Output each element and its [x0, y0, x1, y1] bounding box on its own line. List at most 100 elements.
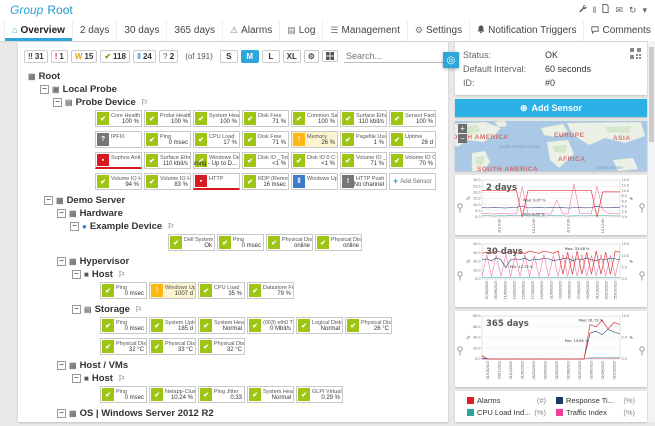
sensor-box-system-health[interactable]: ✔System HealthNormal	[247, 386, 294, 403]
flag-icon[interactable]: ⚐	[140, 98, 148, 107]
expand-toggle[interactable]: −	[57, 409, 66, 418]
tab-overview[interactable]: ⌂ Overview	[4, 20, 72, 41]
tree-node-storage[interactable]: − ▤ Storage ⚐	[72, 303, 448, 316]
wrench-icon[interactable]	[578, 4, 587, 15]
scrollbar-thumb[interactable]	[649, 47, 654, 142]
sensor-box-system-uptime[interactable]: ✔System Uptime185 d	[149, 317, 196, 334]
flag-icon[interactable]: ⚐	[167, 222, 175, 231]
sensor-box-dell-system-he[interactable]: ✔Dell System He...Ok	[168, 234, 215, 251]
sensor-box-system-health[interactable]: ✔System HealthNormal	[198, 317, 245, 334]
expand-toggle[interactable]: −	[72, 270, 81, 279]
pin-icon[interactable]	[639, 200, 645, 218]
expand-toggle[interactable]: −	[40, 85, 49, 94]
pin-icon[interactable]	[457, 200, 463, 218]
status-count-chip[interactable]: ✔ 118	[100, 49, 130, 63]
expand-toggle[interactable]: −	[70, 222, 79, 231]
sensor-box-http-push-da[interactable]: !HTTP Push Da...No channel	[340, 173, 387, 190]
sensor-box-cpu-load[interactable]: ✔ CPU Load 17 %	[193, 131, 240, 148]
sensor-box-ping[interactable]: ✔ Ping 0 msec	[100, 282, 147, 299]
sensor-box-uptime[interactable]: ✔ Uptime 26 d	[389, 131, 436, 148]
tree-node-example-device[interactable]: − ● Example Device ⚐	[70, 220, 448, 233]
sensor-box-glpi-virtual-a[interactable]: ✔GLPI Virtual A...0.29 %	[296, 386, 343, 403]
tree-node-host[interactable]: − ■ Host ⚐	[72, 268, 448, 281]
expand-toggle[interactable]: −	[53, 98, 62, 107]
graph-2days[interactable]: 0.05.010.015.020.025.030.00.02.04.06.08.…	[466, 177, 636, 233]
page-icon[interactable]	[602, 4, 609, 15]
sensor-box-volume-io-c[interactable]: ✔ Volume IO C: 70 %	[389, 152, 436, 169]
status-count-chip[interactable]: ? 2	[158, 49, 179, 63]
sensor-box-volume-io-har[interactable]: ✔Volume IO Har...83 %	[144, 173, 191, 190]
tree-node-hypervisor[interactable]: − ▦ Hypervisor	[57, 255, 448, 268]
expand-toggle[interactable]: −	[44, 196, 53, 205]
tab-log[interactable]: ▤ Log	[279, 20, 322, 41]
tree-node-local-probe[interactable]: − ▣ Local Probe	[40, 83, 448, 96]
tree-node-hardware[interactable]: − ▦ Hardware	[57, 207, 448, 220]
status-count-chip[interactable]: W 15	[70, 49, 98, 63]
tab-30-days[interactable]: 30 days	[116, 20, 166, 41]
tab-2-days[interactable]: 2 days	[71, 20, 116, 41]
pin-icon[interactable]	[457, 343, 463, 361]
sensor-box-netapp-cluster[interactable]: ✔Netapp-Cluster...10.24 %	[149, 386, 196, 403]
sensor-box-physical-disk-0[interactable]: ✔Physical Disk 0...online	[315, 234, 362, 251]
status-count-chip[interactable]: ! 1	[50, 49, 68, 63]
status-count-chip[interactable]: ‖ 24	[132, 49, 156, 63]
sensor-box-rdp-remote[interactable]: ✔RDP (Remote ...16 msec	[242, 173, 289, 190]
sensor-box-sophos-anti-vi[interactable]: ▪Sophos Anti-Vi...	[95, 152, 142, 169]
sensor-box-ping[interactable]: ✔ Ping 0 msec	[217, 234, 264, 251]
sensor-box-volume-io-to[interactable]: ✔Volume IO _To...71 %	[340, 152, 387, 169]
panel-toggle-button[interactable]: ◎	[443, 52, 459, 68]
view-grid-button[interactable]	[321, 50, 338, 62]
sensor-box-physical-disk[interactable]: ✔Physical Disk: ...32 °C	[100, 338, 147, 355]
sensor-box-physical-disk-0[interactable]: ✔Physical Disk 0...online	[266, 234, 313, 251]
map-zoom-in-button[interactable]: +	[458, 124, 467, 133]
sensor-box-volume-io-har[interactable]: ✔Volume IO Har...94 %	[95, 173, 142, 190]
tree-settings-button[interactable]: ⚙	[303, 49, 319, 63]
expand-toggle[interactable]: −	[57, 209, 66, 218]
tree-node-os-windows-server-2012-r2[interactable]: − ▦ OS | Windows Server 2012 R2	[57, 407, 448, 420]
tab-alarms[interactable]: ⚠ Alarms	[222, 20, 279, 41]
tab-365-days[interactable]: 365 days	[166, 20, 222, 41]
size-button-l[interactable]: L	[261, 49, 280, 63]
graph-365days[interactable]: 0.0 20.0 40.0 60.0 80.0 0.0 5.0 10.0 31/10/2022 3…	[466, 313, 636, 385]
pin-icon[interactable]	[639, 268, 645, 286]
tree-node-host[interactable]: − ■ Host ⚐	[72, 372, 448, 385]
sensor-box-physical-disk[interactable]: ✔Physical Disk: ...26 °C	[345, 317, 392, 334]
sensor-box-disk-io-total[interactable]: ✔Disk IO _Total<1 %	[242, 152, 289, 169]
tree-node-host-vms[interactable]: − ▦ Host / VMs	[57, 359, 448, 372]
sensor-box-sensor-factory[interactable]: ✔Sensor Factory100 %	[389, 110, 436, 127]
pin-icon[interactable]	[639, 343, 645, 361]
sensor-box-disk-free[interactable]: ✔ Disk Free 71 %	[242, 131, 289, 148]
sensor-box-ping-jitter[interactable]: ✔ Ping Jitter 0.33	[198, 386, 245, 403]
flag-icon[interactable]: ⚐	[134, 305, 143, 314]
tree-node-demo-server[interactable]: − ▦ Demo Server	[44, 194, 448, 207]
sensor-box-windows-upda[interactable]: !Windows Upda...1007 d	[149, 282, 196, 299]
sensor-box-memory[interactable]: ! Memory 26 %	[291, 131, 338, 148]
sensor-box-pagefile-usage[interactable]: ✔Pagefile Usage1 %	[340, 131, 387, 148]
add-sensor-tile[interactable]: + Add Sensor	[389, 173, 436, 190]
sensor-box-probe-health[interactable]: ✔ Probe Health 100 %	[144, 110, 191, 127]
status-count-chip[interactable]: ‼ 31	[24, 49, 48, 63]
tab-notification-triggers[interactable]: Notification Triggers	[469, 20, 583, 41]
sensor-box-003-eth0-traf[interactable]: ✔(003) eth0 Traf...0 Mbit/s	[247, 317, 294, 334]
sensor-box-common-saas[interactable]: ✔Common SaaS...100 %	[291, 110, 338, 127]
email-icon[interactable]: ✉	[615, 4, 623, 15]
tree-node-root[interactable]: ▦ Root	[28, 70, 448, 83]
sensor-box-disk-io-0-c[interactable]: ✔ Disk IO 0 C: <1 %	[291, 152, 338, 169]
caret-icon[interactable]: ▾	[642, 4, 647, 15]
sensor-box-physical-disk[interactable]: ✔Physical Disk: ...32 °C	[198, 338, 245, 355]
sensor-box-ping[interactable]: ✔ Ping 0 msec	[100, 317, 147, 334]
size-button-m[interactable]: M	[240, 49, 259, 63]
sensor-box-surface-ethern[interactable]: ✔Surface Ethern...110 kbit/s	[340, 110, 387, 127]
add-sensor-button[interactable]: ⊕ Add Sensor	[455, 99, 647, 117]
sensor-box-cpu-load[interactable]: ✔ CPU Load 35 %	[198, 282, 245, 299]
sensor-box-physical-disk[interactable]: ✔Physical Disk: ...33 °C	[149, 338, 196, 355]
pause-icon[interactable]: ‖	[592, 4, 597, 15]
pin-icon[interactable]	[457, 268, 463, 286]
sensor-box-ping[interactable]: ✔ Ping 0 msec	[100, 386, 147, 403]
sensor-box-ping[interactable]: ✔ Ping 0 msec	[144, 131, 191, 148]
search-input[interactable]	[343, 49, 448, 63]
sensor-box-ipfix[interactable]: ? IPFIX	[95, 131, 142, 148]
sensor-box-windows-upda[interactable]: ‖Windows Upda...	[291, 173, 338, 190]
expand-toggle[interactable]: −	[72, 374, 81, 383]
